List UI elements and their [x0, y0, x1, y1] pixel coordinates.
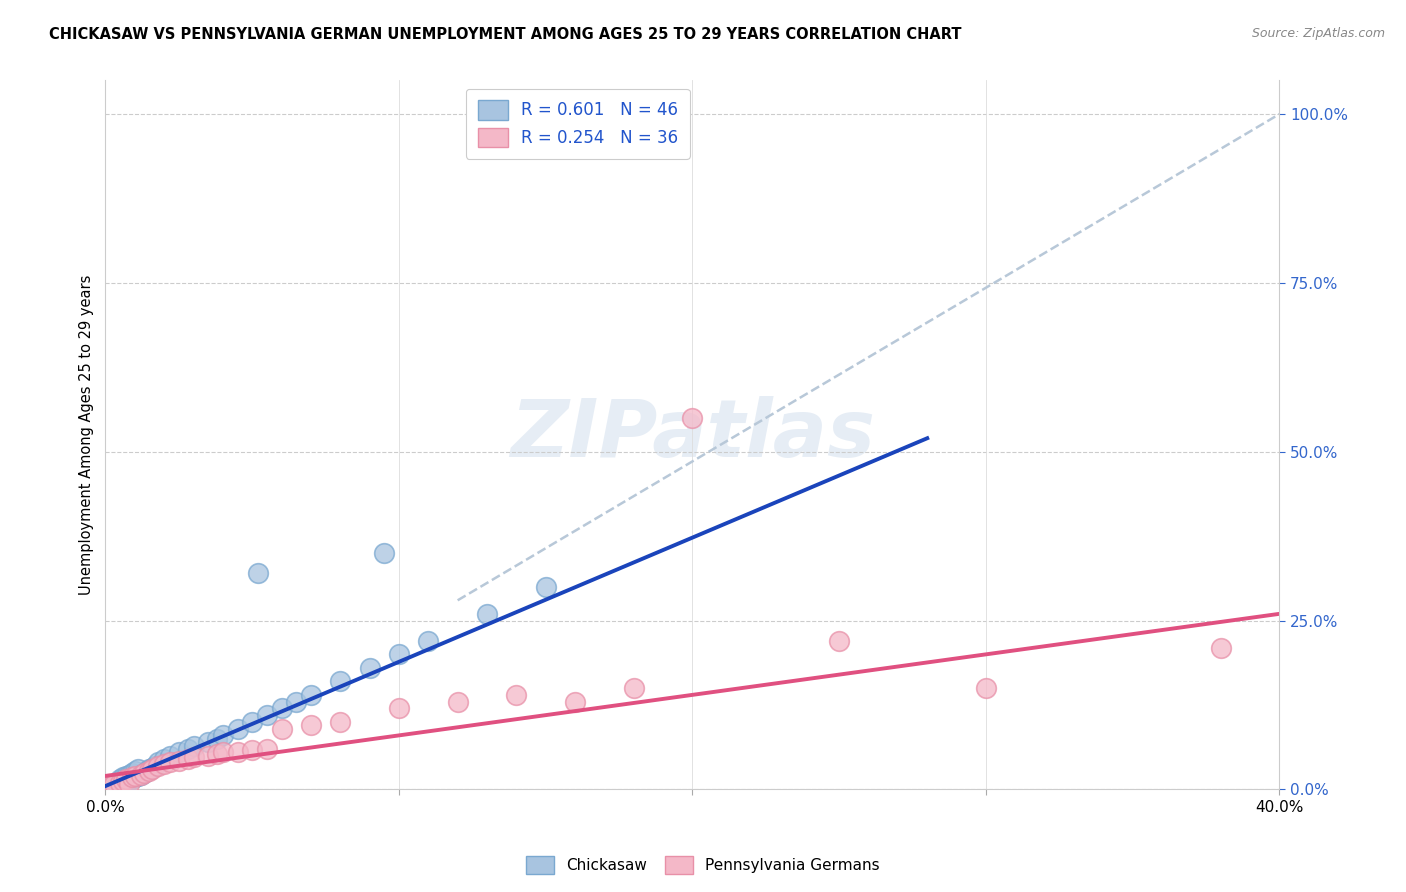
Legend: R = 0.601   N = 46, R = 0.254   N = 36: R = 0.601 N = 46, R = 0.254 N = 36: [465, 88, 690, 159]
Point: [100, 779, 122, 793]
Point: [127, 762, 149, 776]
Point: [143, 758, 166, 772]
Point: [205, 747, 228, 762]
Point: [135, 764, 157, 778]
Point: [256, 742, 278, 756]
Point: [183, 750, 205, 764]
Point: [118, 774, 141, 789]
Point: [153, 756, 176, 771]
Point: [1209, 640, 1232, 655]
Point: [115, 769, 138, 783]
Text: Source: ZipAtlas.com: Source: ZipAtlas.com: [1251, 27, 1385, 40]
Point: [112, 770, 135, 784]
Point: [112, 774, 135, 789]
Point: [388, 701, 411, 715]
Point: [153, 752, 176, 766]
Point: [108, 772, 131, 787]
Point: [247, 566, 270, 581]
Point: [285, 695, 308, 709]
Point: [121, 772, 143, 787]
Point: [138, 762, 160, 776]
Point: [132, 765, 155, 780]
Text: CHICKASAW VS PENNSYLVANIA GERMAN UNEMPLOYMENT AMONG AGES 25 TO 29 YEARS CORRELAT: CHICKASAW VS PENNSYLVANIA GERMAN UNEMPLO…: [49, 27, 962, 42]
Legend: Chickasaw, Pennsylvania Germans: Chickasaw, Pennsylvania Germans: [520, 850, 886, 880]
Point: [105, 775, 128, 789]
Point: [197, 748, 219, 763]
Point: [138, 764, 160, 778]
Point: [124, 769, 146, 783]
Point: [129, 767, 152, 781]
Point: [205, 731, 228, 746]
Point: [270, 701, 292, 715]
Point: [129, 767, 152, 781]
Point: [118, 777, 141, 791]
Point: [115, 775, 138, 789]
Point: [108, 774, 131, 789]
Point: [974, 681, 997, 695]
Point: [159, 748, 181, 763]
Point: [359, 661, 381, 675]
Point: [121, 770, 143, 784]
Point: [828, 633, 851, 648]
Point: [240, 714, 263, 729]
Point: [211, 728, 233, 742]
Point: [329, 674, 352, 689]
Point: [418, 633, 440, 648]
Point: [623, 681, 645, 695]
Point: [141, 761, 163, 775]
Point: [100, 779, 122, 793]
Point: [682, 411, 704, 425]
Point: [121, 765, 143, 780]
Text: ZIPatlas: ZIPatlas: [510, 396, 875, 474]
Point: [211, 745, 233, 759]
Point: [124, 770, 146, 784]
Point: [534, 580, 557, 594]
Point: [115, 772, 138, 787]
Point: [148, 756, 170, 770]
Point: [112, 777, 135, 791]
Point: [176, 742, 198, 756]
Point: [256, 708, 278, 723]
Point: [103, 777, 125, 791]
Point: [226, 722, 249, 736]
Point: [141, 762, 163, 776]
Point: [446, 695, 468, 709]
Point: [118, 767, 141, 781]
Point: [299, 718, 322, 732]
Y-axis label: Unemployment Among Ages 25 to 29 years: Unemployment Among Ages 25 to 29 years: [79, 275, 94, 595]
Point: [564, 695, 586, 709]
Point: [299, 688, 322, 702]
Point: [103, 777, 125, 791]
Point: [127, 769, 149, 783]
Point: [475, 607, 498, 621]
Point: [132, 765, 155, 780]
Point: [270, 722, 292, 736]
Point: [167, 754, 190, 768]
Point: [388, 648, 411, 662]
Point: [108, 775, 131, 789]
Point: [240, 743, 263, 757]
Point: [167, 745, 190, 759]
Point: [373, 546, 395, 560]
Point: [226, 745, 249, 759]
Point: [183, 739, 205, 753]
Point: [148, 758, 170, 772]
Point: [159, 756, 181, 770]
Point: [176, 752, 198, 766]
Point: [124, 764, 146, 778]
Point: [329, 714, 352, 729]
Point: [197, 735, 219, 749]
Point: [505, 688, 527, 702]
